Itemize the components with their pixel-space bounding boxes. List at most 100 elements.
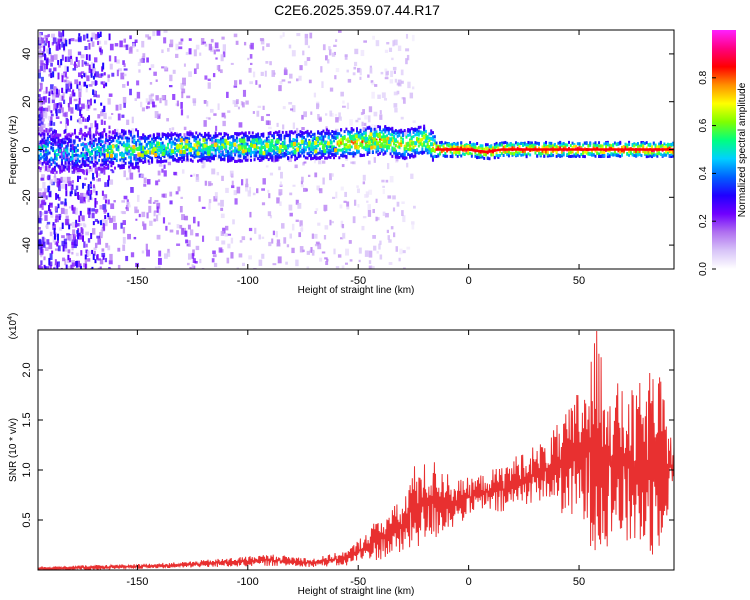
spectrogram-noise-cell — [71, 247, 74, 251]
spectrogram-noise-cell — [392, 207, 396, 212]
spectrogram-noise-cell — [385, 70, 389, 76]
spectrogram-band-cell — [112, 157, 115, 161]
spectrogram-band-cell — [48, 134, 51, 138]
spectrogram-band-cell — [356, 140, 358, 144]
spectrogram-band-cell — [161, 144, 164, 148]
spectrogram-band-cell — [198, 154, 201, 158]
spectrogram-noise-cell — [384, 68, 388, 72]
spectrogram-noise-cell — [379, 254, 383, 260]
spectrogram-streak-cell — [95, 190, 98, 196]
spectrogram-band-cell — [265, 151, 268, 155]
spectrogram-noise-cell — [289, 212, 293, 217]
spectrogram-blob — [108, 145, 112, 150]
spectrogram-band-cell — [52, 167, 55, 171]
spectrogram-noise-cell — [260, 38, 265, 45]
spectrogram-noise-cell — [365, 191, 370, 198]
spectrogram-noise-cell — [38, 114, 43, 118]
spectrogram-noise-cell — [38, 232, 42, 235]
spectrogram-band-cell — [241, 136, 244, 140]
spectrogram-band-cell — [110, 160, 113, 164]
spectrogram-streak-cell — [88, 42, 91, 50]
spectrogram-noise-cell — [362, 127, 366, 132]
spectrogram-band-cell — [45, 152, 48, 156]
spectrogram-streak-cell — [71, 204, 74, 211]
spectrogram-band-cell — [41, 132, 44, 136]
spectrogram-blob — [262, 151, 266, 156]
spectrogram-band-cell — [288, 130, 291, 134]
spectrogram-noise-cell — [288, 156, 293, 163]
spectrogram-noise-cell — [374, 84, 378, 87]
spectrogram-band-cell — [113, 131, 116, 135]
spectrogram-streak-cell — [54, 155, 57, 159]
spectrogram-band-cell — [161, 135, 164, 139]
spectrogram-noise-cell — [269, 215, 273, 219]
spectrogram-band-cell — [599, 144, 602, 148]
spectrogram-band-cell — [258, 155, 261, 159]
colorbar-label: Normalized spectral amplitude — [737, 82, 748, 217]
spectrogram-band-cell — [198, 158, 201, 162]
spectrogram-noise-cell — [292, 184, 296, 187]
spectrogram-streak-cell — [94, 259, 97, 264]
spectrogram-streak-cell — [45, 62, 48, 70]
spectrogram-band-cell — [128, 155, 131, 159]
spectrogram-band-cell — [431, 135, 434, 139]
spectrogram-streak-cell — [71, 143, 74, 151]
spectrogram-band-cell — [53, 161, 56, 165]
spectrogram-streak-cell — [89, 183, 92, 188]
spectrogram-noise-cell — [376, 250, 379, 254]
spectrogram-noise-cell — [395, 158, 399, 162]
spectrogram-band-cell — [46, 152, 49, 156]
spectrogram-band-cell — [306, 142, 309, 146]
spectrogram-noise-cell — [300, 180, 304, 185]
spectrogram-band-cell — [546, 150, 549, 154]
spectrogram-noise-cell — [222, 227, 226, 234]
spectrogram-band-cell — [43, 153, 46, 157]
spectrogram-noise-cell — [172, 93, 176, 100]
spectrogram-noise-cell — [45, 195, 48, 200]
spectrogram-band-cell — [325, 131, 328, 135]
spectrogram-band-cell — [151, 137, 154, 141]
spectrogram-band-cell — [580, 145, 583, 149]
spectrogram-band-cell — [467, 150, 470, 154]
spectrogram-band-cell — [45, 156, 48, 160]
spectrogram-band-cell — [589, 153, 592, 157]
spectrogram-band-cell — [78, 154, 81, 158]
spectrogram-band-cell — [469, 141, 472, 145]
spectrogram-band-cell — [267, 152, 270, 156]
spectrogram-band-cell — [318, 156, 321, 160]
spectrogram-band-cell — [507, 143, 510, 147]
spectrogram-band-cell — [454, 142, 457, 146]
spectrogram-band-cell — [287, 133, 290, 137]
spectrogram-band-cell — [553, 142, 556, 146]
spectrogram-band-cell — [423, 150, 426, 154]
spectrogram-noise-cell — [220, 213, 225, 219]
spectrogram-x-tick-label: -100 — [237, 275, 259, 287]
spectrogram-band-cell — [119, 135, 122, 139]
spectrogram-band-cell — [311, 151, 314, 155]
spectrogram-blob — [429, 142, 433, 147]
spectrogram-band-cell — [311, 137, 314, 141]
spectrogram-band-cell — [76, 157, 79, 161]
spectrogram-band-cell — [617, 142, 620, 146]
spectrogram-band-cell — [324, 152, 327, 156]
spectrogram-band-cell — [76, 148, 79, 152]
spectrogram-band-cell — [175, 133, 178, 137]
spectrogram-noise-cell — [175, 191, 179, 195]
spectrogram-band-cell — [568, 152, 570, 156]
spectrogram-band-cell — [57, 146, 60, 150]
spectrogram-band-cell — [340, 128, 343, 132]
spectrogram-band-cell — [306, 145, 309, 149]
spectrogram-band-cell — [299, 150, 302, 154]
spectrogram-noise-cell — [176, 230, 179, 235]
spectrogram-band-cell — [129, 156, 132, 160]
spectrogram-band-cell — [188, 140, 191, 144]
spectrogram-band-cell — [311, 148, 314, 152]
spectrogram-noise-cell — [338, 30, 342, 33]
spectrogram-band-cell — [659, 144, 662, 148]
spectrogram-band-cell — [555, 154, 558, 158]
spectrogram-band-cell — [463, 143, 466, 147]
spectrogram-streak-cell — [78, 232, 81, 237]
spectrogram-noise-cell — [49, 202, 53, 208]
spectrogram-noise-cell — [316, 101, 320, 105]
spectrogram-noise-cell — [41, 64, 45, 71]
